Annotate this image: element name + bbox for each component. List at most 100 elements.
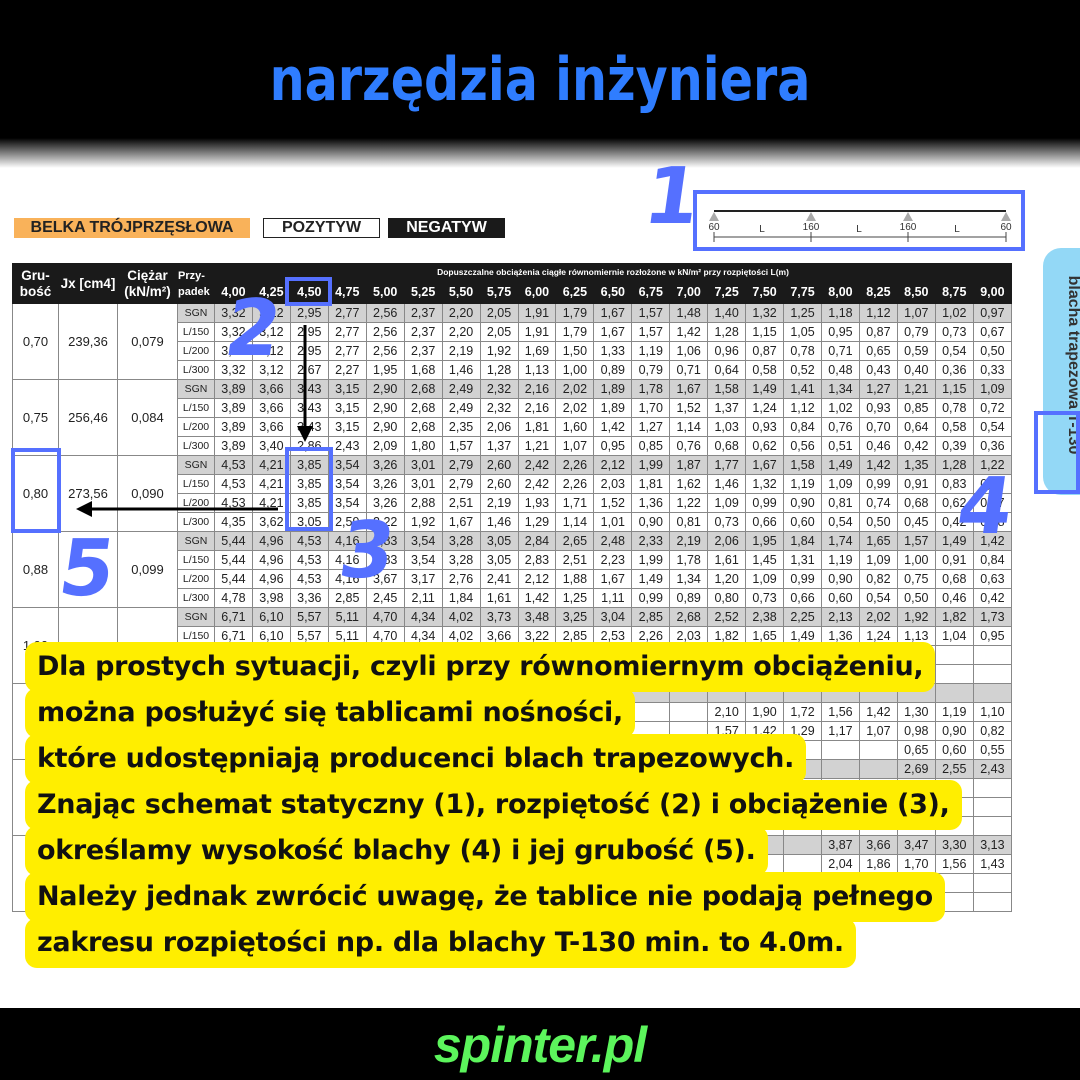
cell-value: 3,43 — [289, 379, 329, 399]
cell-value: 2,95 — [289, 322, 329, 342]
cell-value: 2,65 — [555, 531, 595, 551]
cell-value: 0,59 — [896, 341, 936, 361]
cell-value: 0,62 — [934, 493, 974, 513]
cell-value: 2,20 — [441, 303, 481, 323]
page-title: narzędzia inżyniera — [269, 45, 811, 115]
cell-value: 1,09 — [745, 569, 785, 589]
cell-value: 0,72 — [972, 398, 1013, 418]
cell-case: SGN — [177, 379, 215, 399]
cell-value: 4,21 — [251, 455, 291, 475]
cell-value: 1,74 — [821, 531, 860, 551]
cell-thickness: 0,88 — [12, 531, 59, 608]
cell-value: 1,56 — [821, 702, 860, 722]
brand-link[interactable]: spinter.pl — [433, 1017, 647, 1073]
cell-value: 0,82 — [858, 569, 898, 589]
cell-value: 1,49 — [745, 379, 785, 399]
cell-value: 2,02 — [555, 379, 595, 399]
cell-value: 1,24 — [858, 626, 898, 646]
cell-value: 0,65 — [858, 341, 898, 361]
cell-value: 1,78 — [669, 550, 709, 570]
cell-value: 1,58 — [783, 455, 822, 475]
cell-value: 1,35 — [896, 455, 936, 475]
span-label: L — [954, 224, 960, 235]
cell-value: 1,65 — [858, 531, 898, 551]
table-row: L/150 3,32 3,12 2,95 2,77 2,56 2,37 2,20 2,05 1,9… — [13, 322, 1013, 342]
cell-value: 3,73 — [479, 607, 519, 627]
span-header: 6,25 — [555, 280, 595, 304]
cell-value: 2,13 — [821, 607, 860, 627]
table-row: L/2003,893,663,433,152,902,682,352,061,8… — [13, 417, 1013, 437]
cell-value: 1,13 — [517, 360, 557, 380]
cell-value: 1,92 — [896, 607, 936, 627]
callout-line: które udostępniają producenci blach trap… — [25, 734, 807, 784]
annotation-number-2: 2 — [219, 284, 287, 374]
three-span-beam-diagram: 60 160 160 60 L L L — [708, 210, 1012, 242]
span-header: 9,00 — [972, 280, 1013, 304]
cell-value: 2,51 — [555, 550, 595, 570]
cell-value: 3,12 — [251, 360, 291, 380]
span-header: 8,25 — [858, 280, 898, 304]
cell-value: 2,35 — [441, 417, 481, 437]
support-label: 60 — [708, 222, 720, 233]
cell-value: 3,26 — [365, 455, 405, 475]
cell-value: 3,62 — [251, 512, 291, 532]
cell-value: 2,32 — [479, 379, 519, 399]
cell-value: 0,67 — [972, 322, 1013, 342]
cell-value: 1,60 — [555, 417, 595, 437]
cell-value: 2,02 — [858, 607, 898, 627]
positive-label: POZYTYW — [263, 218, 380, 238]
table-row: L/200 5,44 4,96 4,53 4,16 3,67 3,17 2,76 2,41 2,1… — [13, 569, 1013, 589]
cell-value: 1,42 — [858, 702, 898, 722]
cell-value: 4,70 — [365, 607, 405, 627]
cell-value: 3,54 — [403, 550, 443, 570]
span-header: 6,75 — [631, 280, 671, 304]
span-header: 5,50 — [441, 280, 481, 304]
cell-value: 2,69 — [896, 759, 936, 779]
cell-value: 1,12 — [858, 303, 898, 323]
cell-value: 1,14 — [669, 417, 709, 437]
cell-value: 0,87 — [745, 341, 785, 361]
cell-value: 1,46 — [441, 360, 481, 380]
cell-value: 0,73 — [934, 322, 974, 342]
cell-value: 1,52 — [593, 493, 633, 513]
cell-case: L/200 — [177, 341, 215, 361]
cell-value: 1,67 — [593, 322, 633, 342]
cell-value: 1,79 — [555, 303, 595, 323]
cell-value: 1,09 — [972, 379, 1013, 399]
cell-value: 2,09 — [365, 436, 405, 456]
table-row: L/200 3,32 3,12 2,95 2,77 2,56 2,37 2,19 1,92 1,6… — [13, 341, 1013, 361]
span-label: L — [856, 224, 862, 235]
cell-value: 1,67 — [745, 455, 785, 475]
cell-value: 1,67 — [593, 569, 633, 589]
span-header: 5,25 — [403, 280, 443, 304]
cell-value: 0,73 — [707, 512, 747, 532]
span-header: 4,00 — [214, 280, 253, 304]
support-icons — [709, 212, 1011, 221]
cell-value: 2,90 — [365, 379, 405, 399]
cell-value: 1,09 — [707, 493, 747, 513]
header-bar — [0, 0, 1080, 168]
cell-value: 2,02 — [555, 398, 595, 418]
cell-value: 2,33 — [631, 531, 671, 551]
cell-value: 0,64 — [896, 417, 936, 437]
cell-value: 0,51 — [821, 436, 860, 456]
cell-jx — [58, 531, 118, 608]
cell-value: 1,87 — [669, 455, 709, 475]
cell-case: SGN — [177, 303, 215, 323]
profile-tab[interactable]: blacha trapezowa T-130 — [1043, 248, 1080, 495]
cell-value: 2,16 — [517, 398, 557, 418]
arrow-left-head-icon — [76, 501, 92, 517]
cell-value: 1,14 — [555, 512, 595, 532]
cell-value: 2,03 — [669, 626, 709, 646]
cell-value: 3,32 — [214, 303, 253, 323]
annotation-number-3: 3 — [333, 506, 401, 596]
callout-line: Należy jednak zwrócić uwagę, że tablice … — [25, 872, 945, 922]
cell-value: 2,90 — [365, 398, 405, 418]
cell-value: 1,02 — [821, 398, 860, 418]
span-header: 5,75 — [479, 280, 519, 304]
highlight-thickness — [11, 448, 61, 533]
cell-value: 1,71 — [555, 493, 595, 513]
cell-value: 1,00 — [555, 360, 595, 380]
cell-value: 0,73 — [745, 588, 785, 608]
